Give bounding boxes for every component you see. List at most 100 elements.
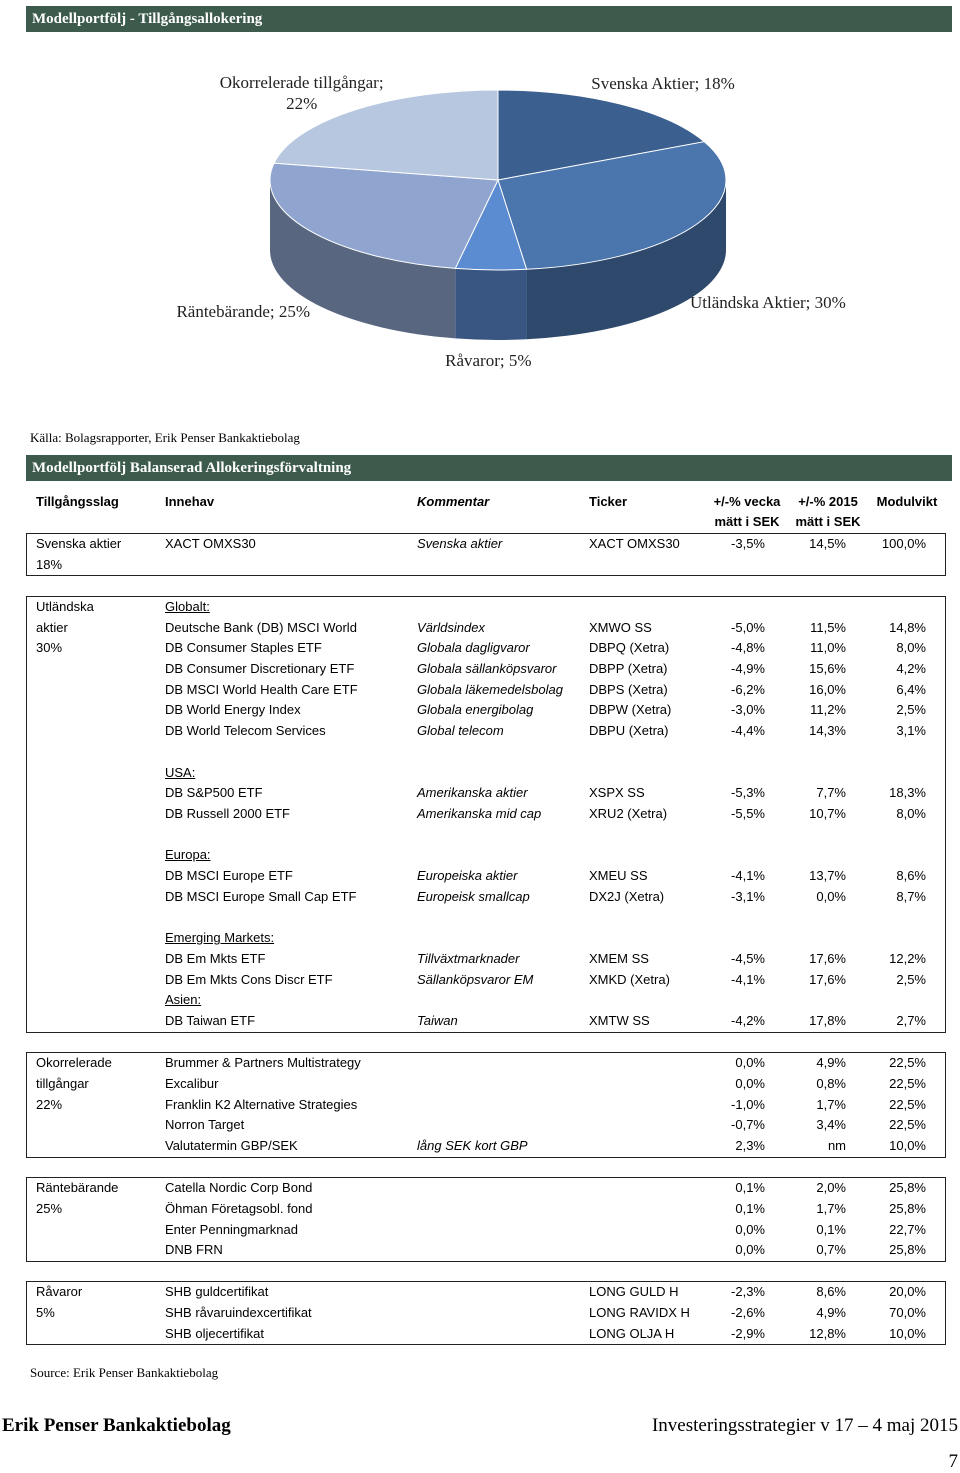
cell: SHB oljecertifikat bbox=[165, 1325, 264, 1341]
cell: XACT OMXS30 bbox=[589, 536, 680, 551]
asset-class-cell: 25% bbox=[36, 1200, 63, 1216]
footer-left: Erik Penser Bankaktiebolag bbox=[2, 1415, 231, 1436]
cell: DB Em Mkts ETF bbox=[165, 950, 266, 966]
cell: DB MSCI World Health Care ETF bbox=[165, 681, 358, 697]
asset-class-cell: 18% bbox=[36, 556, 63, 572]
cell: 22,5% bbox=[889, 1117, 926, 1133]
cell: 8,6% bbox=[816, 1284, 846, 1300]
cell: 8,7% bbox=[896, 888, 926, 904]
cell: Öhman Företagsobl. fond bbox=[165, 1200, 313, 1216]
header-cell: +/-% 2015 bbox=[798, 494, 858, 509]
cell: 14,5% bbox=[809, 536, 846, 551]
cell: 12,8% bbox=[809, 1325, 846, 1341]
cell: Valutatermin GBP/SEK bbox=[165, 1137, 298, 1153]
cell: Europeisk smallcap bbox=[417, 888, 530, 904]
cell: 22,7% bbox=[889, 1221, 926, 1237]
asset-class-cell: 5% bbox=[36, 1305, 55, 1321]
cell: USA: bbox=[165, 764, 196, 780]
cell: 8,0% bbox=[896, 640, 926, 656]
cell: 4,2% bbox=[896, 661, 926, 676]
cell: -2,9% bbox=[731, 1325, 765, 1341]
cell: 100,0% bbox=[881, 536, 926, 551]
header-cell: Tillgångsslag bbox=[36, 494, 119, 509]
asset-class-cell: 30% bbox=[36, 640, 63, 656]
pie-label: Råvaror; 5% bbox=[445, 350, 532, 370]
cell: Excalibur bbox=[165, 1075, 219, 1091]
cell: 17,6% bbox=[809, 971, 846, 987]
cell: -3,5% bbox=[731, 536, 765, 551]
cell: Taiwan bbox=[417, 1012, 458, 1028]
cell: LONG GULD H bbox=[589, 1284, 679, 1300]
group-box bbox=[26, 533, 946, 577]
table-title: Modellportfölj Balanserad Allokeringsför… bbox=[26, 455, 952, 481]
asset-class-cell: tillgångar bbox=[36, 1075, 89, 1091]
cell: DB Russell 2000 ETF bbox=[165, 805, 290, 821]
asset-class-cell: Råvaror bbox=[36, 1284, 83, 1300]
page-title: Modellportfölj - Tillgångsallokering bbox=[26, 6, 952, 32]
group-box bbox=[26, 1052, 946, 1158]
cell: DB Taiwan ETF bbox=[165, 1012, 256, 1028]
cell: -4,8% bbox=[731, 640, 765, 656]
pie-label: Okorrelerade tillgångar; 22% bbox=[219, 72, 384, 113]
cell: 0,0% bbox=[735, 1075, 765, 1091]
pie-label: Räntebärande; 25% bbox=[176, 301, 311, 321]
group-box bbox=[26, 1281, 946, 1346]
cell: -5,3% bbox=[731, 785, 765, 801]
header-cell: +/-% vecka bbox=[713, 494, 781, 509]
cell: 6,4% bbox=[896, 681, 926, 697]
cell: SHB råvaruindexcertifikat bbox=[165, 1305, 312, 1321]
cell: 12,2% bbox=[889, 950, 926, 966]
pie-slice bbox=[497, 141, 727, 270]
pie-label: Svenska Aktier; 18% bbox=[591, 74, 735, 94]
cell: DBPS (Xetra) bbox=[589, 681, 668, 697]
pie-labels: Svenska Aktier; 18% Utländska Aktier; 30%… bbox=[0, 32, 960, 422]
cell: 11,2% bbox=[810, 702, 846, 718]
cell: DX2J (Xetra) bbox=[589, 888, 665, 904]
cell: Emerging Markets: bbox=[165, 930, 275, 946]
cell: XMKD (Xetra) bbox=[589, 971, 670, 987]
cell: 16,0% bbox=[809, 681, 846, 697]
header-cell: Ticker bbox=[589, 494, 628, 509]
cell: Deutsche Bank (DB) MSCI World bbox=[165, 619, 357, 635]
cell: Världsindex bbox=[417, 619, 485, 635]
cell: -4,4% bbox=[731, 723, 765, 739]
cell: Globala dagligvaror bbox=[417, 640, 530, 656]
cell: -4,2% bbox=[731, 1012, 765, 1028]
cell: 15,6% bbox=[809, 661, 846, 676]
cell: -4,1% bbox=[731, 971, 765, 987]
cell: 2,0% bbox=[816, 1180, 846, 1196]
header-cell: Modulvikt bbox=[876, 494, 938, 509]
header-cell: mätt i SEK bbox=[795, 514, 861, 529]
cell: 13,7% bbox=[809, 868, 846, 883]
cell: LONG RAVIDX H bbox=[589, 1305, 690, 1321]
cell: DB Consumer Discretionary ETF bbox=[165, 661, 355, 676]
cell: DBPU (Xetra) bbox=[589, 723, 669, 739]
cell: Globala läkemedelsbolag bbox=[417, 681, 563, 697]
cell: 17,6% bbox=[809, 950, 846, 966]
cell: 0,1% bbox=[735, 1180, 765, 1196]
cell: 1,7% bbox=[816, 1096, 846, 1112]
cell: Sällanköpsvaror EM bbox=[417, 971, 534, 987]
cell: -4,1% bbox=[731, 868, 765, 883]
cell: Globala sällanköpsvaror bbox=[417, 661, 557, 676]
pie-slice bbox=[497, 89, 706, 181]
cell: -2,6% bbox=[731, 1305, 765, 1321]
cell: SHB guldcertifikat bbox=[165, 1284, 269, 1300]
cell: 2,7% bbox=[896, 1012, 926, 1028]
cell: Global telecom bbox=[417, 723, 504, 739]
pie-slice bbox=[269, 162, 499, 269]
page-number: 7 bbox=[948, 1451, 959, 1472]
cell: Catella Nordic Corp Bond bbox=[165, 1180, 313, 1196]
cell: 8,6% bbox=[896, 868, 926, 883]
cell: LONG OLJA H bbox=[589, 1325, 675, 1341]
cell: 18,3% bbox=[889, 785, 926, 801]
cell: Amerikanska aktier bbox=[417, 785, 528, 801]
cell: Asien: bbox=[165, 992, 202, 1008]
asset-class-cell: 22% bbox=[36, 1096, 63, 1112]
pie-slice bbox=[273, 89, 499, 181]
cell: 0,7% bbox=[816, 1242, 846, 1258]
cell: -6,2% bbox=[731, 681, 765, 697]
cell: 20,0% bbox=[889, 1284, 926, 1300]
